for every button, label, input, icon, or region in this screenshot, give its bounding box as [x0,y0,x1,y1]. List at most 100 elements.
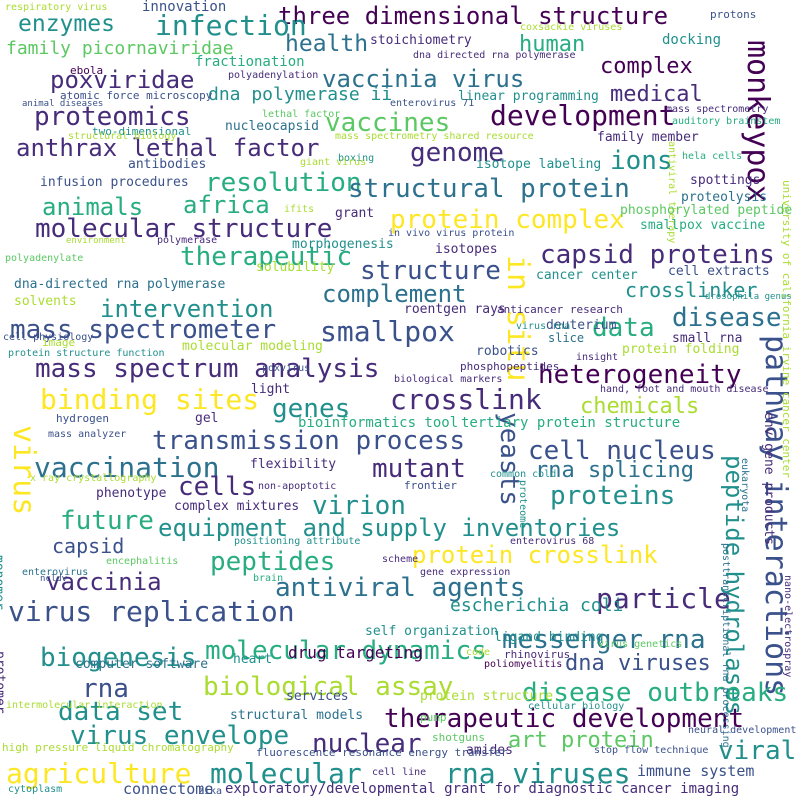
word: common cold [490,469,557,480]
word: nuclear [312,729,422,759]
word: virion [312,491,406,521]
word: mutant [372,454,466,484]
word: ncldv [40,574,68,584]
word: mass spectrometry [666,104,769,115]
word: enzymes [18,11,115,37]
word: complex [600,54,693,79]
word: gene expression [420,567,511,578]
word: cellular biology [528,701,625,712]
word: atomic force microscopy [60,89,213,102]
word: grant [335,206,375,221]
word: ligand binding [494,630,604,645]
word: phosphopeptides [460,360,560,373]
word: biological markers [394,374,503,385]
word: boxing [338,153,375,164]
word: animals [42,193,144,221]
word: innovation [142,0,227,15]
word: university of california irvine cancer c… [780,180,793,479]
word: intermolecular interaction [6,700,163,711]
word: docking [662,32,722,48]
word: drosophila genus [705,292,792,302]
word: image [42,336,76,349]
word: stop flow technique [594,745,709,756]
word: amides [466,743,513,758]
word: drug targeting [288,643,423,662]
word: code [466,647,491,658]
word: insight [576,352,619,363]
word: three dimensional structure [278,2,669,30]
word: polyadenylate [5,253,84,264]
word: fluorescence resonance energy transfer [256,746,508,759]
word: immune system [637,762,755,780]
word: cells [178,472,257,502]
word: genome [410,138,504,168]
word: virus envelope [70,721,290,751]
word: morphogenesis [292,237,394,252]
word: zika [198,786,223,797]
word: molecular [210,757,362,790]
word: escherichia coli [450,595,624,616]
word: dna-directed rna polymerase [14,277,226,292]
word: cell extracts [668,264,770,279]
word: data [592,313,655,343]
word: virus rna [516,321,571,332]
word: dna viruses [565,651,711,676]
word: mass analyzer [48,429,127,440]
word: polyadenylation [228,70,319,81]
word: ebola [70,64,104,77]
word: rna viruses [445,757,631,790]
word: chemicals [580,394,700,419]
word: vaccination [34,451,220,484]
word: protein structure [420,689,554,704]
word: biogenesis [40,643,197,673]
word: environment [66,236,126,246]
word: medical [610,82,703,107]
word: family picornaviridae [6,38,234,59]
word: protein complex [390,205,625,235]
word: flexibility [250,457,337,472]
word: complex mixtures [174,499,300,514]
word: nano-electrospray [782,575,793,678]
word: rna splicing [535,458,694,483]
word: hand, foot and mouth disease [600,384,769,395]
word: messenger rna [502,625,706,655]
word: brain [253,573,284,584]
word: monomer [0,555,6,610]
word: protein folding [622,342,740,357]
word: rhinovirus [504,648,571,661]
word: virus replication [8,595,295,628]
word: transmission process [152,426,466,456]
word: enterovirus 71 [390,98,475,109]
word: two-dimensional [92,125,192,138]
word: phenotype [96,486,167,501]
word: isotope labeling [476,157,602,172]
word: pump [420,711,447,724]
word: virus genetics [598,639,683,650]
word: slice [548,331,585,345]
word: africa [183,191,270,219]
word: mass spectrometer [10,315,277,345]
word: poliomyelitis [484,659,563,670]
word: enterovirus 68 [510,536,595,547]
word: polymerase [157,235,218,246]
word: resolution [205,168,362,198]
word: services [286,689,349,704]
word: structural protein [348,174,630,204]
word: fractionation [195,54,305,70]
word: solvents [14,294,77,309]
word: protein structure function [8,348,165,359]
word: protons [710,8,757,21]
word: env gene products [761,412,776,546]
word: isotopes [435,242,498,257]
word: cell nucleus [528,436,716,466]
word: encephalitis [106,556,179,567]
word: frontier [404,479,457,492]
word: cytoplasm [8,784,63,795]
word: structural models [230,708,364,723]
word: crosslink [390,383,542,416]
word: connectome [123,780,214,798]
word: biological assay [203,672,454,702]
word: rna [82,674,129,704]
word: robotics [476,344,539,359]
word: proteome [517,480,528,529]
